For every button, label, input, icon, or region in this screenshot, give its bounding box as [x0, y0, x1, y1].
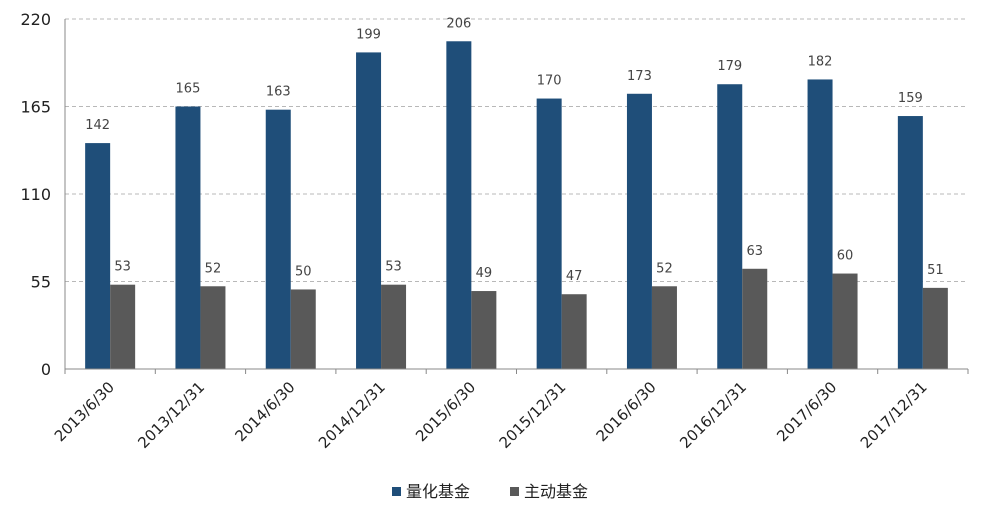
y-tick-label: 110: [20, 185, 51, 204]
x-tick-label: 2013/12/31: [134, 378, 208, 452]
bar-active: [922, 287, 948, 369]
data-label: 163: [266, 85, 291, 100]
data-label: 142: [85, 118, 110, 133]
data-label: 206: [446, 16, 471, 31]
x-tick-label: 2016/6/30: [593, 378, 660, 445]
bar-active: [561, 294, 587, 369]
data-label: 182: [808, 54, 833, 69]
legend-label: 量化基金: [406, 482, 470, 501]
bar-quant: [626, 93, 652, 369]
data-label: 51: [927, 263, 944, 278]
bar-active: [471, 291, 497, 369]
y-tick-label: 55: [31, 273, 51, 292]
bar-quant: [807, 79, 833, 370]
y-axis-ticks: 0 55 110 165 220: [20, 10, 51, 379]
bar-quant: [897, 116, 923, 369]
data-label: 53: [385, 260, 402, 275]
data-label: 52: [205, 261, 222, 276]
x-tick-label: 2013/6/30: [51, 378, 118, 445]
bars: [85, 41, 948, 370]
x-tick-label: 2017/12/31: [857, 378, 931, 452]
data-label: 179: [717, 59, 742, 74]
y-tick-label: 220: [20, 10, 51, 29]
legend-swatch: [392, 487, 401, 496]
x-axis-ticks: 2013/6/30 2013/12/31 2014/6/30 2014/12/31 20…: [51, 369, 969, 452]
data-label: 60: [837, 249, 854, 264]
data-label: 199: [356, 27, 381, 42]
x-tick-label: 2016/12/31: [676, 378, 750, 452]
data-label: 50: [295, 264, 312, 279]
bar-quant: [265, 109, 291, 369]
bar-active: [742, 268, 768, 369]
legend-label: 主动基金: [524, 482, 588, 501]
bar-active: [290, 289, 316, 369]
data-label: 52: [656, 261, 673, 276]
x-tick-label: 2014/6/30: [231, 378, 298, 445]
data-labels: 142 53 165 52 163 50 199 53 206 49 170 47 173 52 179 63…: [85, 16, 943, 284]
bar-active: [110, 284, 136, 369]
x-tick-label: 2017/6/30: [773, 378, 840, 445]
x-tick-label: 2015/12/31: [496, 378, 570, 452]
bar-quant: [85, 143, 111, 369]
legend: 量化基金 主动基金: [392, 482, 588, 501]
bar-active: [200, 286, 226, 369]
bar-quant: [717, 84, 743, 370]
data-label: 159: [898, 91, 923, 106]
legend-swatch: [510, 487, 519, 496]
data-label: 170: [537, 74, 562, 89]
x-tick-label: 2015/6/30: [412, 378, 479, 445]
data-label: 165: [176, 82, 201, 97]
data-label: 53: [114, 260, 131, 275]
bar-quant: [536, 98, 562, 369]
x-tick-label: 2014/12/31: [315, 378, 389, 452]
bar-active: [381, 284, 407, 369]
data-label: 63: [746, 244, 763, 259]
y-tick-label: 0: [41, 360, 51, 379]
bar-quant: [175, 106, 201, 369]
y-tick-label: 165: [20, 98, 51, 117]
data-label: 173: [627, 69, 652, 84]
bar-active: [651, 286, 677, 369]
bar-quant: [446, 41, 472, 369]
bar-quant: [356, 52, 382, 370]
bar-active: [832, 273, 858, 369]
data-label: 49: [476, 266, 493, 281]
data-label: 47: [566, 269, 583, 284]
